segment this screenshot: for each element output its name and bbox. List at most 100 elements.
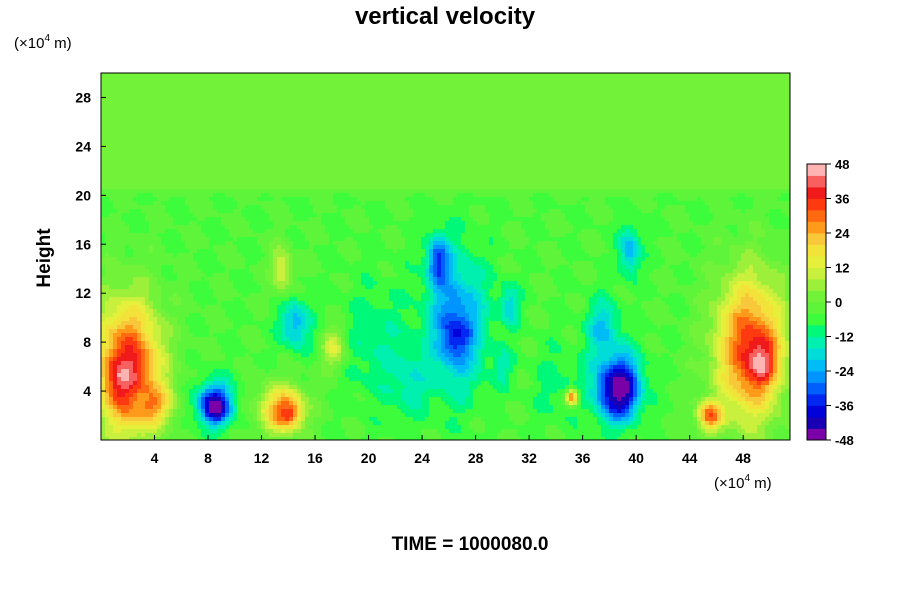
field-cell xyxy=(233,81,238,86)
field-cell xyxy=(205,185,210,190)
field-cell xyxy=(173,261,178,266)
field-cell xyxy=(225,313,230,318)
field-cell xyxy=(297,297,302,302)
field-cell xyxy=(253,217,258,222)
field-cell xyxy=(257,421,262,426)
field-cell xyxy=(261,313,266,318)
field-cell xyxy=(169,113,174,118)
field-cell xyxy=(113,97,118,102)
field-cell xyxy=(313,373,318,378)
field-cell xyxy=(137,197,142,202)
field-cell xyxy=(237,129,242,134)
field-cell xyxy=(313,181,318,186)
field-cell xyxy=(269,429,274,434)
field-cell xyxy=(189,333,194,338)
field-cell xyxy=(265,317,270,322)
field-cell xyxy=(237,85,242,90)
field-cell xyxy=(313,309,318,314)
field-cell xyxy=(261,81,266,86)
field-cell xyxy=(253,213,258,218)
field-cell xyxy=(205,137,210,142)
field-cell xyxy=(101,313,106,318)
field-cell xyxy=(173,113,178,118)
field-cell xyxy=(181,361,186,366)
field-cell xyxy=(113,281,118,286)
field-cell xyxy=(193,405,198,410)
field-cell xyxy=(233,377,238,382)
field-cell xyxy=(129,389,134,394)
field-cell xyxy=(133,373,138,378)
field-cell xyxy=(293,261,298,266)
field-cell xyxy=(177,317,182,322)
field-cell xyxy=(313,137,318,142)
field-cell xyxy=(217,169,222,174)
field-cell xyxy=(113,425,118,430)
field-cell xyxy=(289,81,294,86)
field-cell xyxy=(249,257,254,262)
field-cell xyxy=(101,145,106,150)
field-cell xyxy=(269,117,274,122)
field-cell xyxy=(297,81,302,86)
field-cell xyxy=(105,93,110,98)
field-cell xyxy=(149,133,154,138)
field-cell xyxy=(205,317,210,322)
field-cell xyxy=(293,393,298,398)
field-cell xyxy=(185,317,190,322)
field-cell xyxy=(269,157,274,162)
field-cell xyxy=(297,281,302,286)
field-cell xyxy=(161,401,166,406)
field-cell xyxy=(201,385,206,390)
field-cell xyxy=(133,389,138,394)
field-cell xyxy=(105,437,110,441)
field-cell xyxy=(225,161,230,166)
field-cell xyxy=(261,321,266,326)
field-cell xyxy=(225,301,230,306)
field-cell xyxy=(269,293,274,298)
field-cell xyxy=(121,257,126,262)
field-cell xyxy=(145,169,150,174)
field-cell xyxy=(125,309,130,314)
field-cell xyxy=(177,245,182,250)
field-cell xyxy=(157,241,162,246)
field-cell xyxy=(145,161,150,166)
field-cell xyxy=(141,349,146,354)
field-cell xyxy=(313,349,318,354)
field-cell xyxy=(145,341,150,346)
field-cell xyxy=(245,309,250,314)
field-cell xyxy=(105,193,110,198)
field-cell xyxy=(105,421,110,426)
field-cell xyxy=(185,373,190,378)
field-cell xyxy=(237,385,242,390)
field-cell xyxy=(289,185,294,190)
field-cell xyxy=(213,437,218,441)
field-cell xyxy=(281,225,286,230)
field-cell xyxy=(113,113,118,118)
field-cell xyxy=(181,381,186,386)
field-cell xyxy=(117,153,122,158)
field-cell xyxy=(109,293,114,298)
field-cell xyxy=(153,153,158,158)
field-cell xyxy=(265,365,270,370)
field-cell xyxy=(289,213,294,218)
field-cell xyxy=(309,109,314,114)
field-cell xyxy=(229,345,234,350)
field-cell xyxy=(241,241,246,246)
field-cell xyxy=(237,293,242,298)
field-cell xyxy=(201,353,206,358)
field-cell xyxy=(165,321,170,326)
field-cell xyxy=(177,73,182,78)
field-cell xyxy=(285,285,290,290)
field-cell xyxy=(309,117,314,122)
field-cell xyxy=(133,229,138,234)
field-cell xyxy=(305,329,310,334)
field-cell xyxy=(125,153,130,158)
field-cell xyxy=(273,153,278,158)
field-cell xyxy=(249,137,254,142)
field-cell xyxy=(261,213,266,218)
field-cell xyxy=(141,105,146,110)
field-cell xyxy=(261,137,266,142)
field-cell xyxy=(285,321,290,326)
field-cell xyxy=(245,133,250,138)
field-cell xyxy=(177,121,182,126)
field-cell xyxy=(141,385,146,390)
